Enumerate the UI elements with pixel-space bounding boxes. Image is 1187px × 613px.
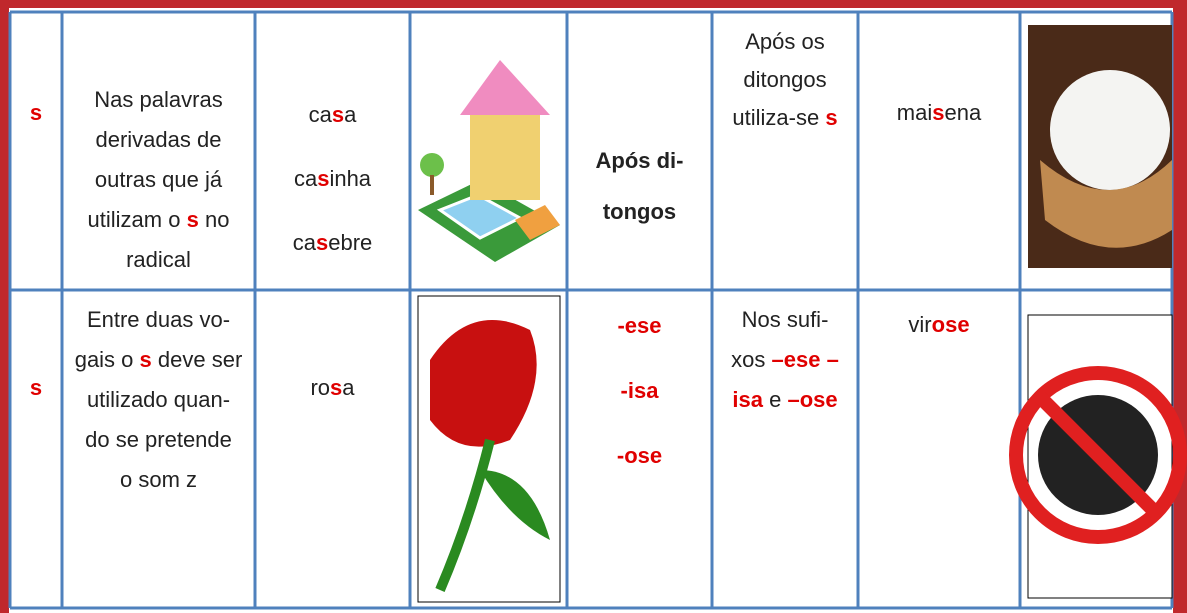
text-segment: tongos: [602, 199, 677, 224]
text-segment: do se pretende: [85, 427, 232, 452]
table-cell: rosa: [255, 368, 410, 408]
text-segment: Após di-: [595, 148, 684, 173]
cell-line: outras que já: [62, 160, 255, 200]
text-segment: utilizam o: [87, 207, 187, 232]
text-segment: Nas palavras: [94, 87, 223, 112]
text-segment: mai: [896, 100, 933, 125]
text-segment: a: [342, 375, 355, 400]
text-segment: deve ser: [151, 347, 243, 372]
cell-line: Nas palavras: [62, 80, 255, 120]
cell-line: maisena: [858, 93, 1020, 133]
text-segment: s: [186, 207, 199, 232]
text-segment: ena: [944, 100, 982, 125]
text-segment: o som z: [119, 467, 198, 492]
text-segment: Após os: [745, 29, 825, 54]
text-segment: ca: [292, 230, 316, 255]
left-border: [0, 0, 9, 613]
cell-line: utilizado quan-: [62, 380, 255, 420]
table-cell: Após os ditongos utiliza-se s: [712, 23, 858, 137]
cell-line: Nos sufi-: [712, 300, 858, 340]
cell-line: Após di-: [567, 135, 712, 186]
text-segment: ca: [308, 102, 332, 127]
table-cell: virose: [858, 305, 1020, 345]
table-cell: s: [10, 368, 62, 408]
text-segment: ose: [931, 312, 970, 337]
cell-line: o som z: [62, 460, 255, 500]
cell-line: -ese: [567, 293, 712, 358]
table-cell: Nos sufi-xos –ese – isa e –ose: [712, 300, 858, 420]
text-segment: s: [825, 105, 838, 130]
text-segment: e: [762, 387, 788, 412]
cell-line: casinha: [255, 147, 410, 211]
text-segment: s: [330, 375, 343, 400]
cell-line: Após os: [712, 23, 858, 61]
cell-line: ditongos: [712, 61, 858, 99]
cell-line: isa e –ose: [712, 380, 858, 420]
text-segment: s: [29, 375, 43, 400]
cell-line: do se pretende: [62, 420, 255, 460]
text-segment: radical: [126, 247, 191, 272]
no-bug-image: [1009, 366, 1187, 544]
cell-line: gais o s deve ser: [62, 340, 255, 380]
text-segment: xos: [731, 347, 772, 372]
text-segment: isa: [732, 387, 763, 412]
table-cell: Entre duas vo-gais o s deve ser utilizado…: [62, 300, 255, 500]
cell-line: rosa: [255, 368, 410, 408]
cell-line: virose: [858, 305, 1020, 345]
text-segment: s: [932, 100, 945, 125]
cell-line: s: [10, 93, 62, 133]
cell-line: Entre duas vo-: [62, 300, 255, 340]
cell-line: casebre: [255, 211, 410, 275]
text-segment: s: [139, 347, 152, 372]
text-segment: utilizado quan-: [86, 387, 231, 412]
rose-image: [430, 320, 550, 592]
text-segment: s: [331, 102, 345, 127]
text-segment: derivadas de: [95, 127, 222, 152]
text-segment: no: [198, 207, 230, 232]
cell-line: s: [10, 368, 62, 408]
text-segment: –ose: [787, 387, 838, 412]
right-border: [1173, 0, 1187, 613]
text-segment: ebre: [328, 230, 373, 255]
table-cell: Após di-tongos: [567, 135, 712, 237]
cell-line: derivadas de: [62, 120, 255, 160]
table-cell: s: [10, 93, 62, 133]
cell-line: utilizam o s no: [62, 200, 255, 240]
text-segment: inha: [329, 166, 372, 191]
text-segment: gais o: [74, 347, 140, 372]
house-image: [418, 60, 560, 262]
text-segment: s: [315, 230, 329, 255]
cornstarch-image: [1028, 25, 1172, 268]
cell-line: radical: [62, 240, 255, 280]
table-cell: casa casinha casebre: [255, 83, 410, 275]
text-segment: s: [29, 100, 43, 125]
cell-line: utiliza-se s: [712, 99, 858, 137]
text-segment: a: [344, 102, 357, 127]
cell-line: tongos: [567, 186, 712, 237]
text-segment: Nos sufi-: [741, 307, 829, 332]
text-segment: outras que já: [94, 167, 223, 192]
table-cell: maisena: [858, 93, 1020, 133]
table-cell: -ese -isa -ose: [567, 293, 712, 488]
table-cell: Nas palavras derivadas de outras que já uti…: [62, 80, 255, 280]
text-segment: ca: [293, 166, 318, 191]
text-segment: Entre duas vo-: [86, 307, 231, 332]
text-segment: -ose: [616, 443, 663, 468]
cell-line: -ose: [567, 423, 712, 488]
text-segment: ro: [310, 375, 331, 400]
text-segment: s: [317, 166, 330, 191]
text-segment: utiliza-se: [732, 105, 826, 130]
cell-line: -isa: [567, 358, 712, 423]
cell-line: xos –ese –: [712, 340, 858, 380]
text-segment: ditongos: [743, 67, 827, 92]
text-segment: -ese: [617, 313, 662, 338]
top-border: [0, 0, 1187, 8]
text-segment: –ese –: [771, 347, 839, 372]
text-segment: vir: [908, 312, 932, 337]
text-segment: -isa: [620, 378, 659, 403]
cell-line: casa: [255, 83, 410, 147]
